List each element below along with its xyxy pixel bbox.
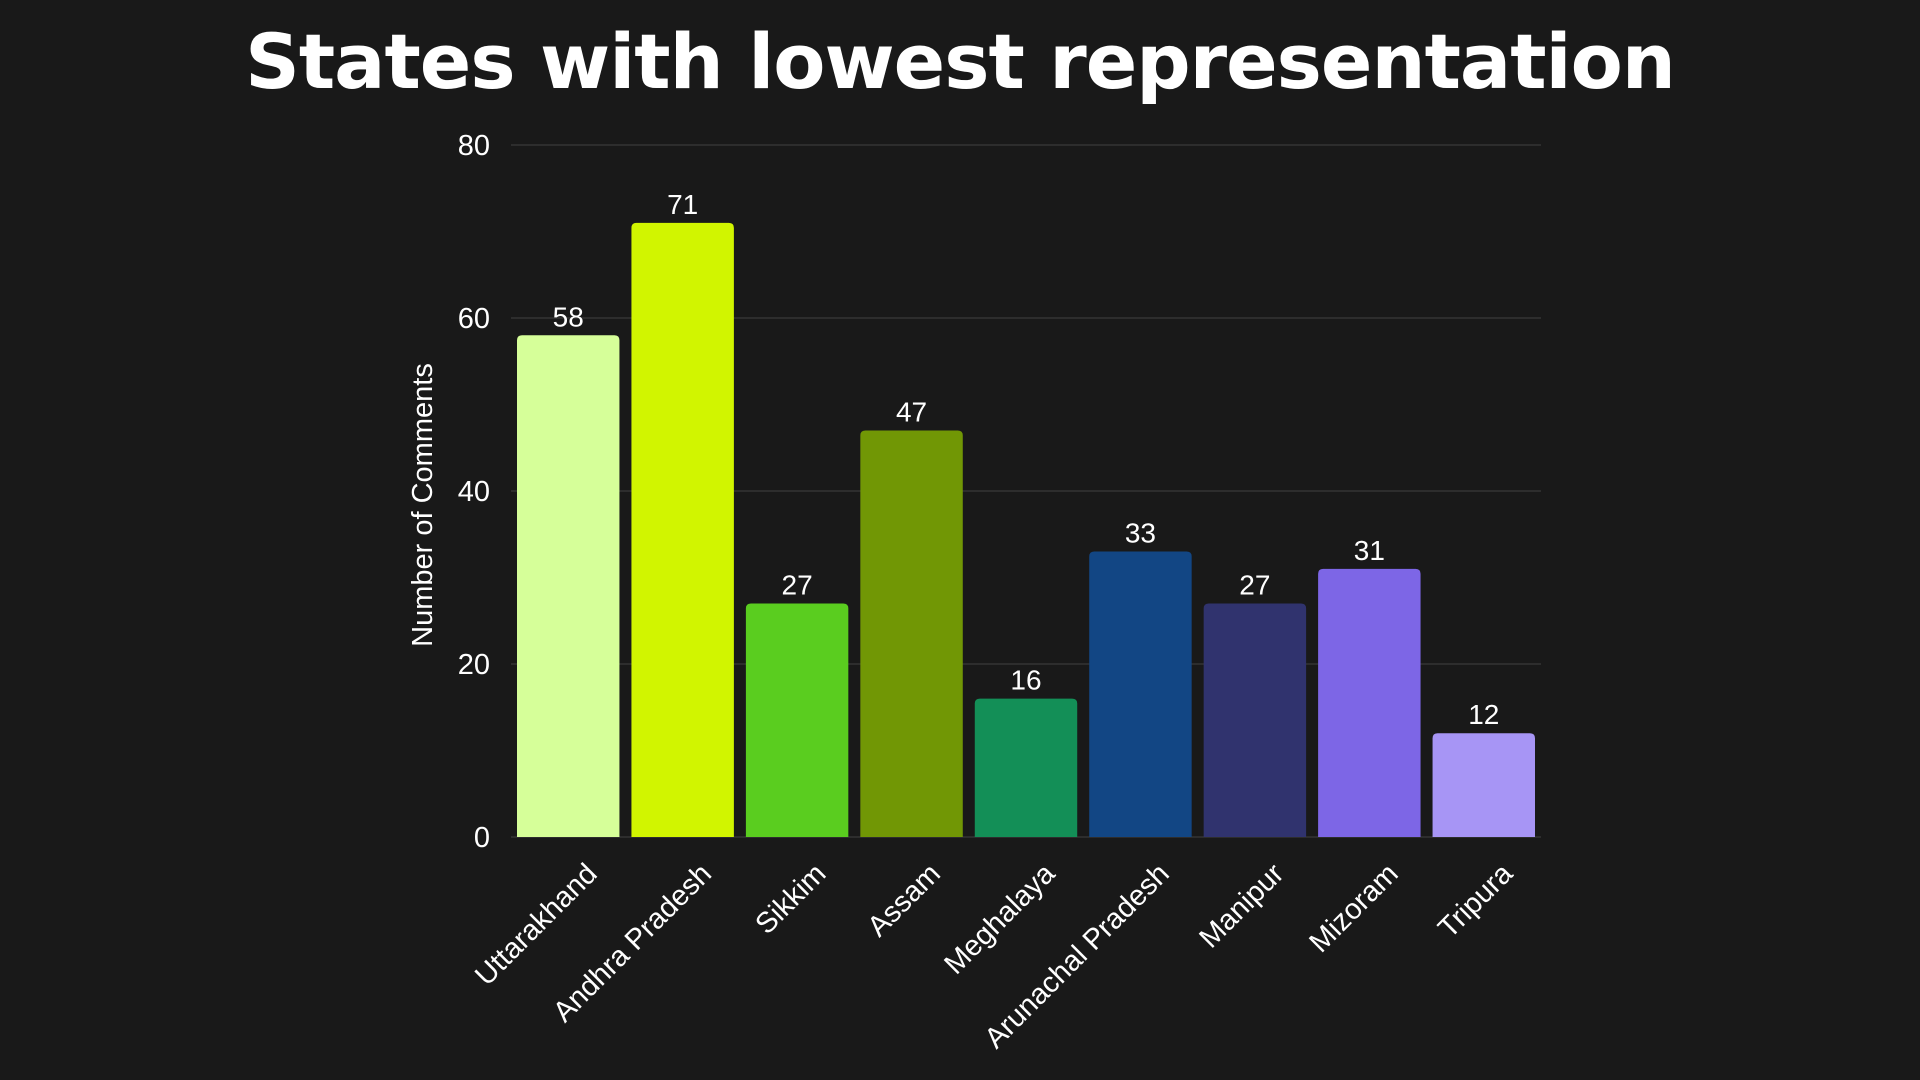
y-tick-label: 80 xyxy=(458,130,490,162)
data-label: 33 xyxy=(1125,518,1156,549)
y-axis-ticks: 0 20 40 60 80 xyxy=(458,130,490,854)
x-tick-label: Sikkim xyxy=(749,858,832,941)
bar xyxy=(745,603,849,837)
data-label: 58 xyxy=(553,301,584,332)
y-axis-label: Number of Comments xyxy=(407,363,439,647)
bar xyxy=(1089,551,1192,837)
data-label: 12 xyxy=(1468,699,1499,730)
bar xyxy=(1432,733,1535,837)
bars xyxy=(517,222,1535,838)
y-tick-label: 60 xyxy=(458,303,490,335)
data-labels: 58 71 27 47 16 33 27 31 12 xyxy=(553,189,1500,730)
x-tick-label: Mizoram xyxy=(1303,858,1404,959)
bar xyxy=(631,222,734,838)
bar xyxy=(1203,603,1307,837)
x-tick-label: Meghalaya xyxy=(938,857,1062,981)
x-tick-label: Tripura xyxy=(1432,857,1519,944)
y-tick-label: 40 xyxy=(458,476,490,508)
data-label: 27 xyxy=(782,569,813,600)
bar xyxy=(974,698,1078,837)
bar xyxy=(517,335,620,837)
data-label: 71 xyxy=(667,189,698,220)
chart-title: States with lowest representation xyxy=(245,17,1676,106)
y-tick-label: 0 xyxy=(474,822,490,854)
y-tick-label: 20 xyxy=(458,649,490,681)
data-label: 27 xyxy=(1239,569,1270,600)
bar xyxy=(860,430,963,837)
x-tick-label: Assam xyxy=(862,858,947,943)
data-label: 16 xyxy=(1010,665,1041,696)
data-label: 47 xyxy=(896,396,927,427)
data-label: 31 xyxy=(1354,535,1385,566)
bar xyxy=(1318,568,1421,837)
x-tick-label: Manipur xyxy=(1194,857,1291,954)
